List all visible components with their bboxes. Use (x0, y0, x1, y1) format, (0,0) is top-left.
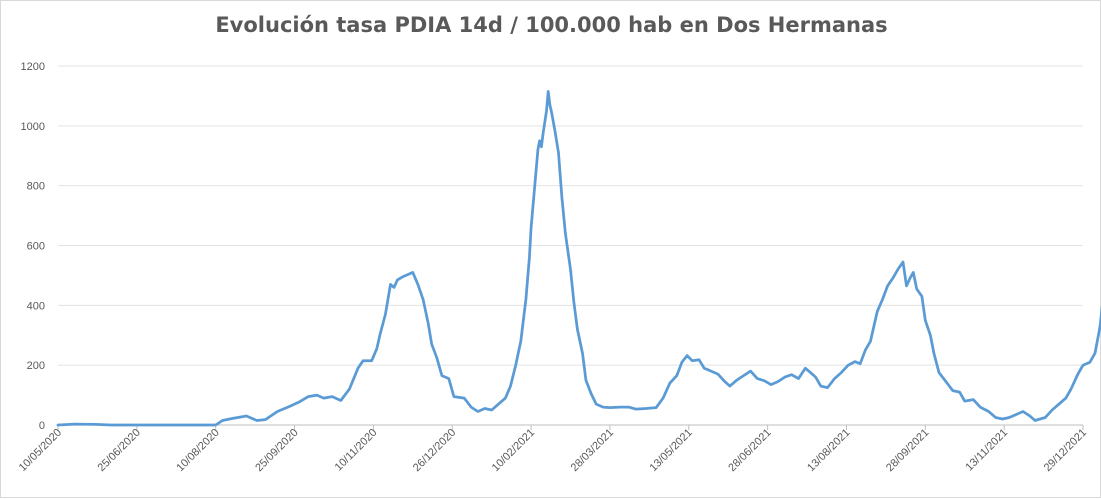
y-tick-label: 1000 (21, 121, 45, 133)
x-tick-label: 28/03/2021 (569, 427, 616, 474)
x-tick-label: 10/11/2020 (333, 427, 380, 474)
y-tick-label: 200 (27, 360, 45, 372)
series-line (56, 90, 1101, 427)
y-tick-label: 0 (39, 420, 45, 432)
y-tick-label: 400 (27, 300, 45, 312)
x-tick-label: 13/08/2021 (805, 427, 852, 474)
x-tick-label: 25/06/2020 (96, 427, 143, 474)
x-tick-label: 25/09/2020 (253, 427, 300, 474)
y-tick-label: 1200 (21, 61, 45, 73)
x-tick-label: 13/05/2021 (647, 427, 694, 474)
x-tick-label: 28/06/2021 (726, 427, 773, 474)
x-tick-label: 13/11/2021 (963, 427, 1010, 474)
x-tick-label: 10/02/2021 (490, 427, 537, 474)
x-tick-label: 29/12/2021 (1042, 427, 1089, 474)
x-tick-label: 26/12/2020 (411, 427, 458, 474)
x-tick-label: 10/05/2020 (17, 427, 64, 474)
x-tick-label: 10/08/2020 (174, 427, 221, 474)
y-tick-label: 800 (27, 181, 45, 193)
x-tick-label: 28/09/2021 (884, 427, 931, 474)
chart-title: Evolución tasa PDIA 14d / 100.000 hab en… (215, 13, 888, 37)
y-tick-label: 600 (27, 241, 45, 253)
